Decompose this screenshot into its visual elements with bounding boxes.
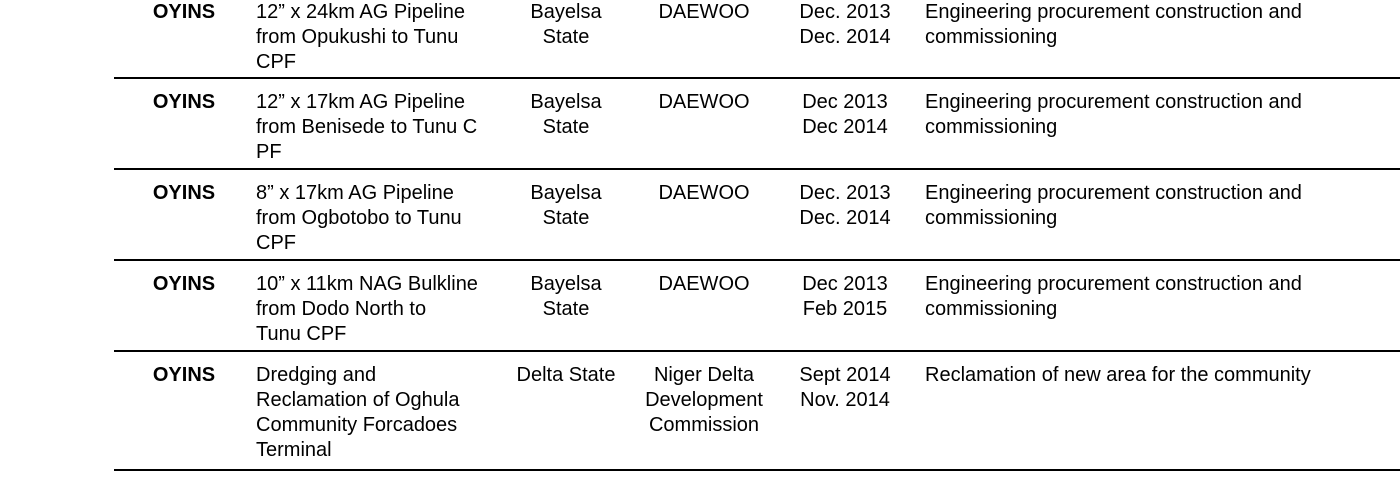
client-cell: Niger Delta Development Commission xyxy=(645,364,763,436)
dates-cell: Dec. 2013 Dec. 2014 xyxy=(799,182,891,229)
table-row: OYINS 8” x 17km AG Pipeline from Ogbotob… xyxy=(114,170,1400,261)
company-cell: OYINS xyxy=(152,91,216,113)
description-cell: Engineering procurement construction and… xyxy=(925,1,1302,48)
dates-cell: Dec 2013 Dec 2014 xyxy=(802,91,888,138)
table-row: OYINS 12” x 24km AG Pipeline from Opukus… xyxy=(114,0,1400,79)
description-cell: Engineering procurement construction and… xyxy=(925,91,1302,138)
table-row: OYINS 12” x 17km AG Pipeline from Benise… xyxy=(114,79,1400,170)
dates-cell: Sept 2014 Nov. 2014 xyxy=(799,364,891,411)
company-cell: OYINS xyxy=(152,182,216,204)
project-cell: 12” x 17km AG Pipeline from Benisede to … xyxy=(256,91,478,163)
company-cell: OYINS xyxy=(152,364,216,386)
client-cell: DAEWOO xyxy=(658,91,750,113)
description-cell: Reclamation of new area for the communit… xyxy=(925,364,1311,386)
projects-table: OYINS 12” x 24km AG Pipeline from Opukus… xyxy=(114,0,1400,471)
dates-cell: Dec 2013 Feb 2015 xyxy=(802,273,888,320)
project-cell: 10” x 11km NAG Bulkline from Dodo North … xyxy=(256,273,478,345)
location-cell: Bayelsa State xyxy=(530,182,602,229)
location-cell: Delta State xyxy=(516,364,616,386)
location-cell: Bayelsa State xyxy=(530,1,602,48)
project-cell: 12” x 24km AG Pipeline from Opukushi to … xyxy=(256,1,465,73)
description-cell: Engineering procurement construction and… xyxy=(925,182,1302,229)
client-cell: DAEWOO xyxy=(658,1,750,23)
location-cell: Bayelsa State xyxy=(530,91,602,138)
project-cell: Dredging and Reclamation of Oghula Commu… xyxy=(256,364,460,461)
table-row: OYINS 10” x 11km NAG Bulkline from Dodo … xyxy=(114,261,1400,352)
dates-cell: Dec. 2013 Dec. 2014 xyxy=(799,1,891,48)
company-cell: OYINS xyxy=(152,1,216,23)
client-cell: DAEWOO xyxy=(658,182,750,204)
location-cell: Bayelsa State xyxy=(530,273,602,320)
client-cell: DAEWOO xyxy=(658,273,750,295)
table-row: OYINS Dredging and Reclamation of Oghula… xyxy=(114,352,1400,471)
company-cell: OYINS xyxy=(152,273,216,295)
project-cell: 8” x 17km AG Pipeline from Ogbotobo to T… xyxy=(256,182,462,254)
description-cell: Engineering procurement construction and… xyxy=(925,273,1302,320)
